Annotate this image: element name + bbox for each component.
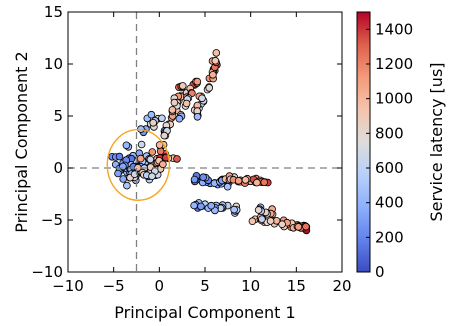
scatter-point bbox=[198, 94, 206, 103]
colorbar-tick-label: 600 bbox=[375, 159, 404, 177]
scatter-point bbox=[193, 77, 202, 86]
x-tick-label: 5 bbox=[200, 277, 210, 295]
colorbar-tick-label: 1200 bbox=[375, 55, 413, 73]
scatter-point bbox=[190, 201, 198, 210]
scatter-point bbox=[258, 215, 266, 223]
scatter-point bbox=[205, 84, 214, 92]
scatter-point bbox=[190, 175, 199, 184]
colorbar-tick-label: 800 bbox=[375, 124, 404, 142]
y-tick-label: 10 bbox=[44, 55, 63, 73]
scatter-point bbox=[207, 201, 216, 210]
points-layer bbox=[108, 49, 311, 235]
scatter-point bbox=[193, 113, 202, 121]
scatter-point bbox=[115, 152, 124, 161]
scatter-point bbox=[241, 176, 250, 184]
scatter-point bbox=[223, 182, 232, 191]
scatter-point bbox=[197, 202, 205, 211]
scatter-point bbox=[212, 49, 221, 57]
colorbar-tick-label: 1000 bbox=[375, 90, 413, 108]
x-tick-label: 10 bbox=[241, 277, 260, 295]
scatter-point bbox=[253, 178, 261, 187]
colorbar-tick-label: 400 bbox=[375, 194, 404, 212]
scatter-point bbox=[155, 141, 164, 149]
scatter-point bbox=[209, 71, 217, 79]
scatter-point bbox=[294, 223, 303, 231]
scatter-point bbox=[119, 175, 127, 183]
colorbar-tick-label: 200 bbox=[375, 228, 404, 246]
scatter-point bbox=[248, 217, 257, 226]
y-tick-label: 0 bbox=[53, 159, 63, 177]
scatter-point bbox=[146, 155, 155, 164]
scatter-point bbox=[199, 173, 208, 182]
scatter-point bbox=[147, 110, 156, 119]
colorbar-label: Service latency [us] bbox=[427, 62, 446, 221]
x-tick-label: 15 bbox=[287, 277, 306, 295]
x-tick-label: −10 bbox=[52, 277, 84, 295]
scatter-point bbox=[119, 162, 127, 171]
scatter-point bbox=[182, 99, 191, 108]
scatter-point bbox=[175, 114, 184, 123]
y-tick-label: 15 bbox=[44, 3, 63, 21]
scatter-point bbox=[254, 206, 263, 214]
x-tick-label: 0 bbox=[155, 277, 165, 295]
highlight-circle bbox=[106, 128, 171, 201]
scatter-point bbox=[158, 114, 166, 123]
scatter-point bbox=[170, 98, 179, 107]
scatter-point bbox=[302, 222, 310, 231]
scatter-point bbox=[136, 154, 145, 163]
y-tick-label: 5 bbox=[53, 107, 63, 125]
scatter-point bbox=[148, 148, 157, 156]
colorbar-tick-label: 1400 bbox=[375, 20, 413, 38]
scatter-point bbox=[159, 160, 167, 169]
x-axis-ticks: −10 −5 0 5 10 15 20 bbox=[52, 12, 352, 295]
scatter-point bbox=[122, 141, 131, 150]
scatter-point bbox=[160, 131, 169, 140]
scatter-point bbox=[230, 205, 238, 214]
scatter-point bbox=[234, 176, 243, 185]
scatter-point bbox=[123, 181, 131, 190]
scatter-point bbox=[114, 169, 122, 178]
x-tick-label: 20 bbox=[332, 277, 351, 295]
colorbar-ticks: 0 200 400 600 800 1000 1200 1400 bbox=[366, 20, 413, 281]
scatter-point bbox=[156, 147, 165, 156]
y-tick-label: −10 bbox=[31, 263, 63, 281]
scatter-point bbox=[278, 220, 286, 229]
scatter-point bbox=[173, 155, 181, 163]
scatter-point bbox=[137, 140, 146, 149]
x-tick-label: −5 bbox=[103, 277, 125, 295]
y-axis-ticks: −10 −5 0 5 10 15 bbox=[31, 3, 342, 281]
scatter-point bbox=[168, 106, 177, 114]
scatter-point bbox=[179, 82, 187, 90]
y-tick-label: −5 bbox=[41, 211, 63, 229]
y-axis-label: Principal Component 2 bbox=[12, 51, 31, 232]
plot-area bbox=[68, 12, 342, 272]
scatter-point bbox=[148, 172, 156, 181]
scatter-point bbox=[211, 56, 220, 65]
scatter-point bbox=[266, 217, 275, 225]
reference-lines bbox=[68, 12, 342, 272]
scatter-point bbox=[260, 178, 269, 187]
colorbar bbox=[356, 11, 371, 273]
colorbar-tick-label: 0 bbox=[375, 263, 385, 281]
scatter-point bbox=[149, 119, 158, 127]
x-axis-label: Principal Component 1 bbox=[114, 303, 295, 322]
